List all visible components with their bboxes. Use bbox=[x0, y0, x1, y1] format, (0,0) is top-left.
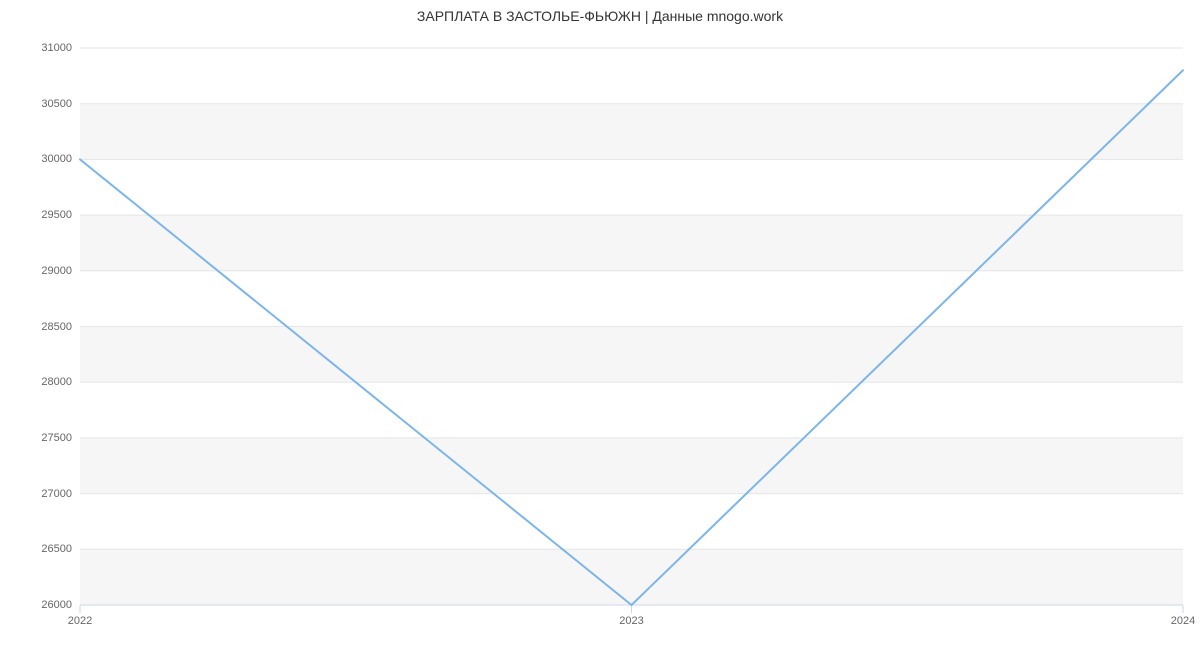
plot-area bbox=[80, 48, 1183, 605]
x-tick-label: 2022 bbox=[68, 615, 92, 627]
x-tick-label: 2023 bbox=[619, 615, 643, 627]
y-tick-label: 28500 bbox=[0, 321, 72, 333]
y-tick-label: 26000 bbox=[0, 599, 72, 611]
y-tick-label: 29500 bbox=[0, 209, 72, 221]
y-tick-label: 29000 bbox=[0, 265, 72, 277]
y-tick-label: 28000 bbox=[0, 376, 72, 388]
salary-chart: ЗАРПЛАТА В ЗАСТОЛЬЕ-ФЬЮЖН | Данные mnogo… bbox=[0, 0, 1200, 650]
y-tick-label: 27500 bbox=[0, 432, 72, 444]
y-tick-label: 27000 bbox=[0, 488, 72, 500]
y-tick-label: 30500 bbox=[0, 98, 72, 110]
chart-svg bbox=[80, 48, 1183, 605]
y-tick-label: 30000 bbox=[0, 153, 72, 165]
x-tick-label: 2024 bbox=[1171, 615, 1195, 627]
y-tick-label: 31000 bbox=[0, 42, 72, 54]
y-tick-label: 26500 bbox=[0, 543, 72, 555]
chart-title: ЗАРПЛАТА В ЗАСТОЛЬЕ-ФЬЮЖН | Данные mnogo… bbox=[0, 8, 1200, 24]
